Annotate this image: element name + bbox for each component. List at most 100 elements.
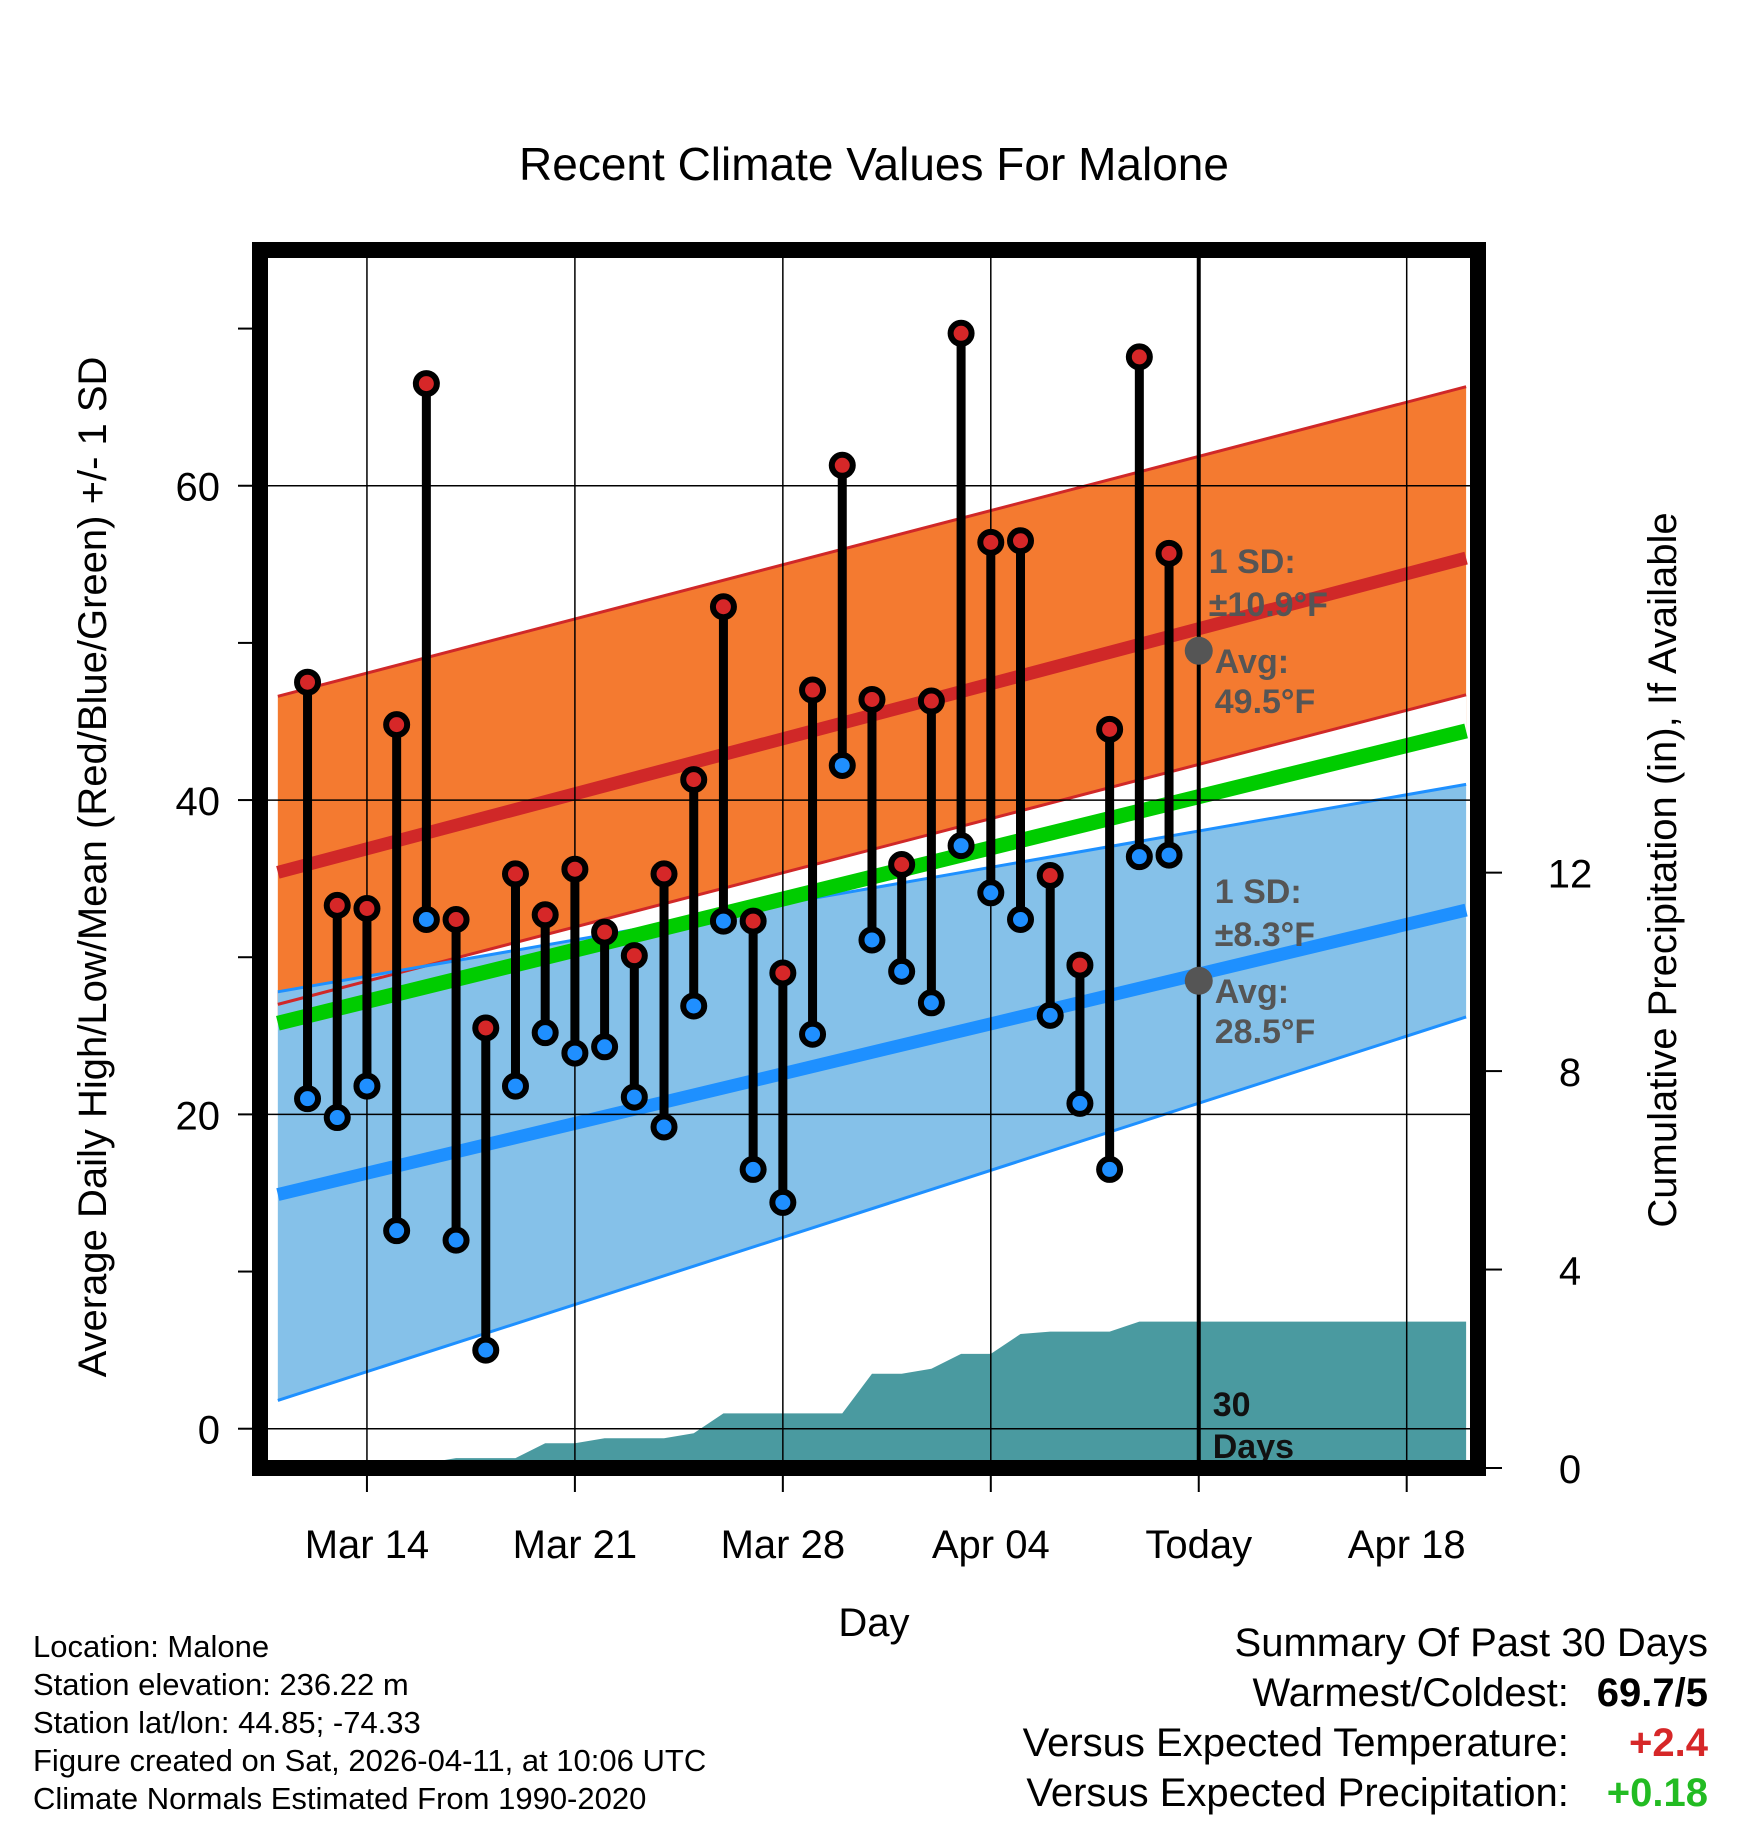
low-point [917, 989, 945, 1017]
high-point [650, 860, 678, 888]
summary-precip-row: Versus Expected Precipitation: +0.18 [1023, 1768, 1708, 1818]
low-point [501, 1072, 529, 1100]
low-point [888, 957, 916, 985]
high-point [680, 766, 708, 794]
low-point [294, 1085, 322, 1113]
high-avg-value: 49.5°F [1215, 683, 1316, 721]
chart-title: Recent Climate Values For Malone [519, 138, 1229, 190]
high-upper-edge [277, 385, 1467, 698]
low-sd-label: 1 SD: [1215, 873, 1302, 911]
high-point [472, 1014, 500, 1042]
low-point [591, 1033, 619, 1061]
high-point [383, 711, 411, 739]
summary-warmest-row: Warmest/Coldest: 69.7/5 [1023, 1668, 1709, 1718]
low-point [769, 1188, 797, 1216]
low-point [739, 1155, 767, 1183]
today-high-marker [1184, 636, 1213, 665]
created-text: Figure created on Sat, 2026-04-11, at 10… [33, 1743, 707, 1778]
x-tick-label: Mar 28 [721, 1523, 846, 1567]
y-tick-label: 60 [176, 466, 221, 510]
high-point [442, 906, 470, 934]
warmest-label: Warmest/Coldest: [1252, 1671, 1569, 1715]
low-point [412, 906, 440, 934]
low-point [1036, 1001, 1064, 1029]
temp-departure-label: Versus Expected Temperature: [1022, 1721, 1569, 1765]
high-point [1155, 539, 1183, 567]
low-point [858, 926, 886, 954]
today-low-marker [1184, 966, 1213, 995]
low-point [353, 1072, 381, 1100]
low-point [323, 1104, 351, 1132]
days-number: 30 [1213, 1386, 1251, 1424]
low-point [1007, 906, 1035, 934]
high-point [294, 668, 322, 696]
low-point [828, 751, 856, 779]
low-point [947, 832, 975, 860]
low-point [977, 879, 1005, 907]
high-point [531, 901, 559, 929]
low-point [472, 1336, 500, 1364]
high-point [1066, 951, 1094, 979]
low-point [620, 1083, 648, 1111]
high-point [1125, 343, 1153, 371]
plot-clipped [260, 250, 1478, 1468]
high-point [591, 918, 619, 946]
high-point [977, 528, 1005, 556]
low-point [442, 1226, 470, 1254]
high-point [769, 959, 797, 987]
high-point [739, 907, 767, 935]
days-word: Days [1213, 1428, 1294, 1466]
y2-tick-label: 8 [1559, 1051, 1581, 1095]
x-tick-label: Today [1145, 1523, 1252, 1567]
low-point [1155, 841, 1183, 869]
high-sd-label: 1 SD: [1209, 543, 1296, 581]
high-point [561, 855, 589, 883]
low-point [1066, 1089, 1094, 1117]
high-point [1096, 715, 1124, 743]
high-point [620, 942, 648, 970]
high-point [353, 895, 381, 923]
location-text: Location: Malone [33, 1629, 270, 1664]
plot-frame [252, 242, 1486, 1476]
y-tick-label: 40 [176, 780, 221, 824]
low-point [680, 992, 708, 1020]
high-point [888, 851, 916, 879]
y2-tick-label: 4 [1559, 1250, 1581, 1294]
high-point [709, 593, 737, 621]
precip-departure-label: Versus Expected Precipitation: [1026, 1771, 1569, 1815]
elevation-text: Station elevation: 236.22 m [33, 1667, 409, 1702]
high-point [1036, 862, 1064, 890]
high-point [917, 687, 945, 715]
y-axis-label: Average Daily High/Low/Mean (Red/Blue/Gr… [71, 357, 115, 1378]
x-tick-label: Mar 14 [305, 1523, 430, 1567]
low-normal-line [276, 903, 1468, 1201]
latlon-text: Station lat/lon: 44.85; -74.33 [33, 1705, 421, 1740]
y2-tick-label: 0 [1559, 1448, 1581, 1492]
normals-text: Climate Normals Estimated From 1990-2020 [33, 1781, 647, 1816]
temp-departure-value: +2.4 [1629, 1721, 1708, 1765]
summary-temp-row: Versus Expected Temperature: +2.4 [1023, 1718, 1708, 1768]
high-avg-label: Avg: [1215, 643, 1289, 681]
x-tick-label: Apr 18 [1348, 1523, 1466, 1567]
high-point [412, 370, 440, 398]
summary-panel: Summary Of Past 30 Days Warmest/Coldest:… [1023, 1618, 1708, 1818]
low-point [799, 1020, 827, 1048]
low-avg-value: 28.5°F [1215, 1013, 1316, 1051]
high-point [799, 676, 827, 704]
low-point [709, 907, 737, 935]
high-point [501, 860, 529, 888]
high-point [858, 685, 886, 713]
y-tick-label: 20 [176, 1094, 221, 1138]
x-axis-label: Day [838, 1601, 909, 1645]
low-point [383, 1217, 411, 1245]
high-sd-value: ±10.9°F [1209, 586, 1328, 624]
low-point [531, 1019, 559, 1047]
precip-area [277, 1321, 1467, 1468]
station-info: Location: Malone Station elevation: 236.… [33, 1628, 706, 1818]
low-point [650, 1113, 678, 1141]
y2-axis-label: Cumulative Precipitation (in), If Availa… [1641, 512, 1685, 1227]
y-tick-label: 0 [198, 1409, 220, 1453]
low-sd-value: ±8.3°F [1215, 916, 1315, 954]
x-tick-label: Apr 04 [932, 1523, 1050, 1567]
